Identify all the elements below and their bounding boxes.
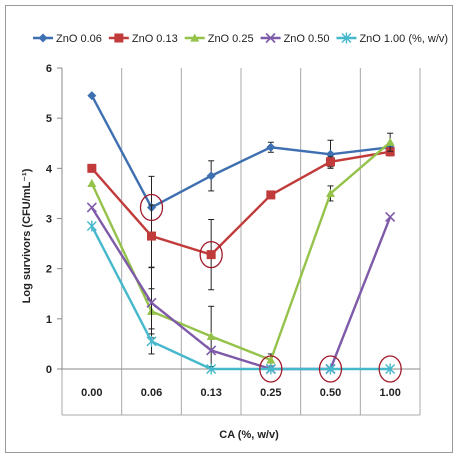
- data-point: [147, 232, 156, 241]
- legend-marker: [39, 34, 48, 43]
- data-point: [87, 179, 96, 187]
- y-tick-label: 4: [46, 163, 53, 175]
- y-axis-title: Log survivors (CFU/mL⁻¹): [21, 168, 33, 303]
- legend: ZnO 0.06 ZnO 0.13 ZnO 0.25 ZnO 0.50 ZnO 1.00…: [33, 33, 448, 46]
- legend-label: ZnO 0.50: [284, 33, 330, 45]
- y-tick-label: 1: [46, 314, 52, 326]
- legend-label: ZnO 1.00 (%, w/v): [359, 33, 448, 45]
- data-point: [87, 91, 96, 100]
- legend-label: ZnO 0.06: [56, 33, 102, 45]
- x-tick-label: 1.00: [379, 387, 400, 399]
- data-point: [87, 203, 96, 212]
- legend-label: ZnO 0.25: [208, 33, 254, 45]
- data-point: [326, 157, 335, 166]
- data-point: [87, 164, 96, 173]
- x-tick-label: 0.13: [200, 387, 221, 399]
- y-tick-label: 2: [46, 264, 52, 276]
- x-tick-label: 0.00: [81, 387, 102, 399]
- y-tick-label: 5: [46, 113, 52, 125]
- x-tick-label: 0.50: [320, 387, 341, 399]
- data-point: [207, 250, 216, 259]
- plot-area: 0 1 2 3 4 5 6 0.00 0.06 0.13 0.25 0.50 1.00: [46, 63, 420, 415]
- data-point: [266, 190, 275, 199]
- legend-label: ZnO 0.13: [132, 33, 178, 45]
- data-point: [266, 143, 275, 152]
- legend-item-5: ZnO 1.00 (%, w/v): [336, 33, 448, 46]
- y-tick-label: 3: [46, 214, 52, 226]
- legend-marker: [114, 34, 123, 43]
- x-tick-label: 0.25: [260, 387, 281, 399]
- x-tick-label: 0.06: [141, 387, 162, 399]
- legend-item-4: ZnO 0.50: [261, 33, 330, 45]
- data-point: [147, 336, 156, 347]
- data-point: [386, 138, 395, 146]
- x-axis-title: CA (%, w/v): [219, 429, 279, 441]
- data-point: [207, 171, 216, 180]
- legend-item-1: ZnO 0.06: [33, 33, 102, 45]
- legend-item-3: ZnO 0.25: [185, 33, 254, 45]
- data-point: [87, 221, 96, 232]
- y-tick-label: 0: [46, 364, 52, 376]
- y-tick-label: 6: [46, 63, 52, 75]
- legend-item-2: ZnO 0.13: [109, 33, 178, 45]
